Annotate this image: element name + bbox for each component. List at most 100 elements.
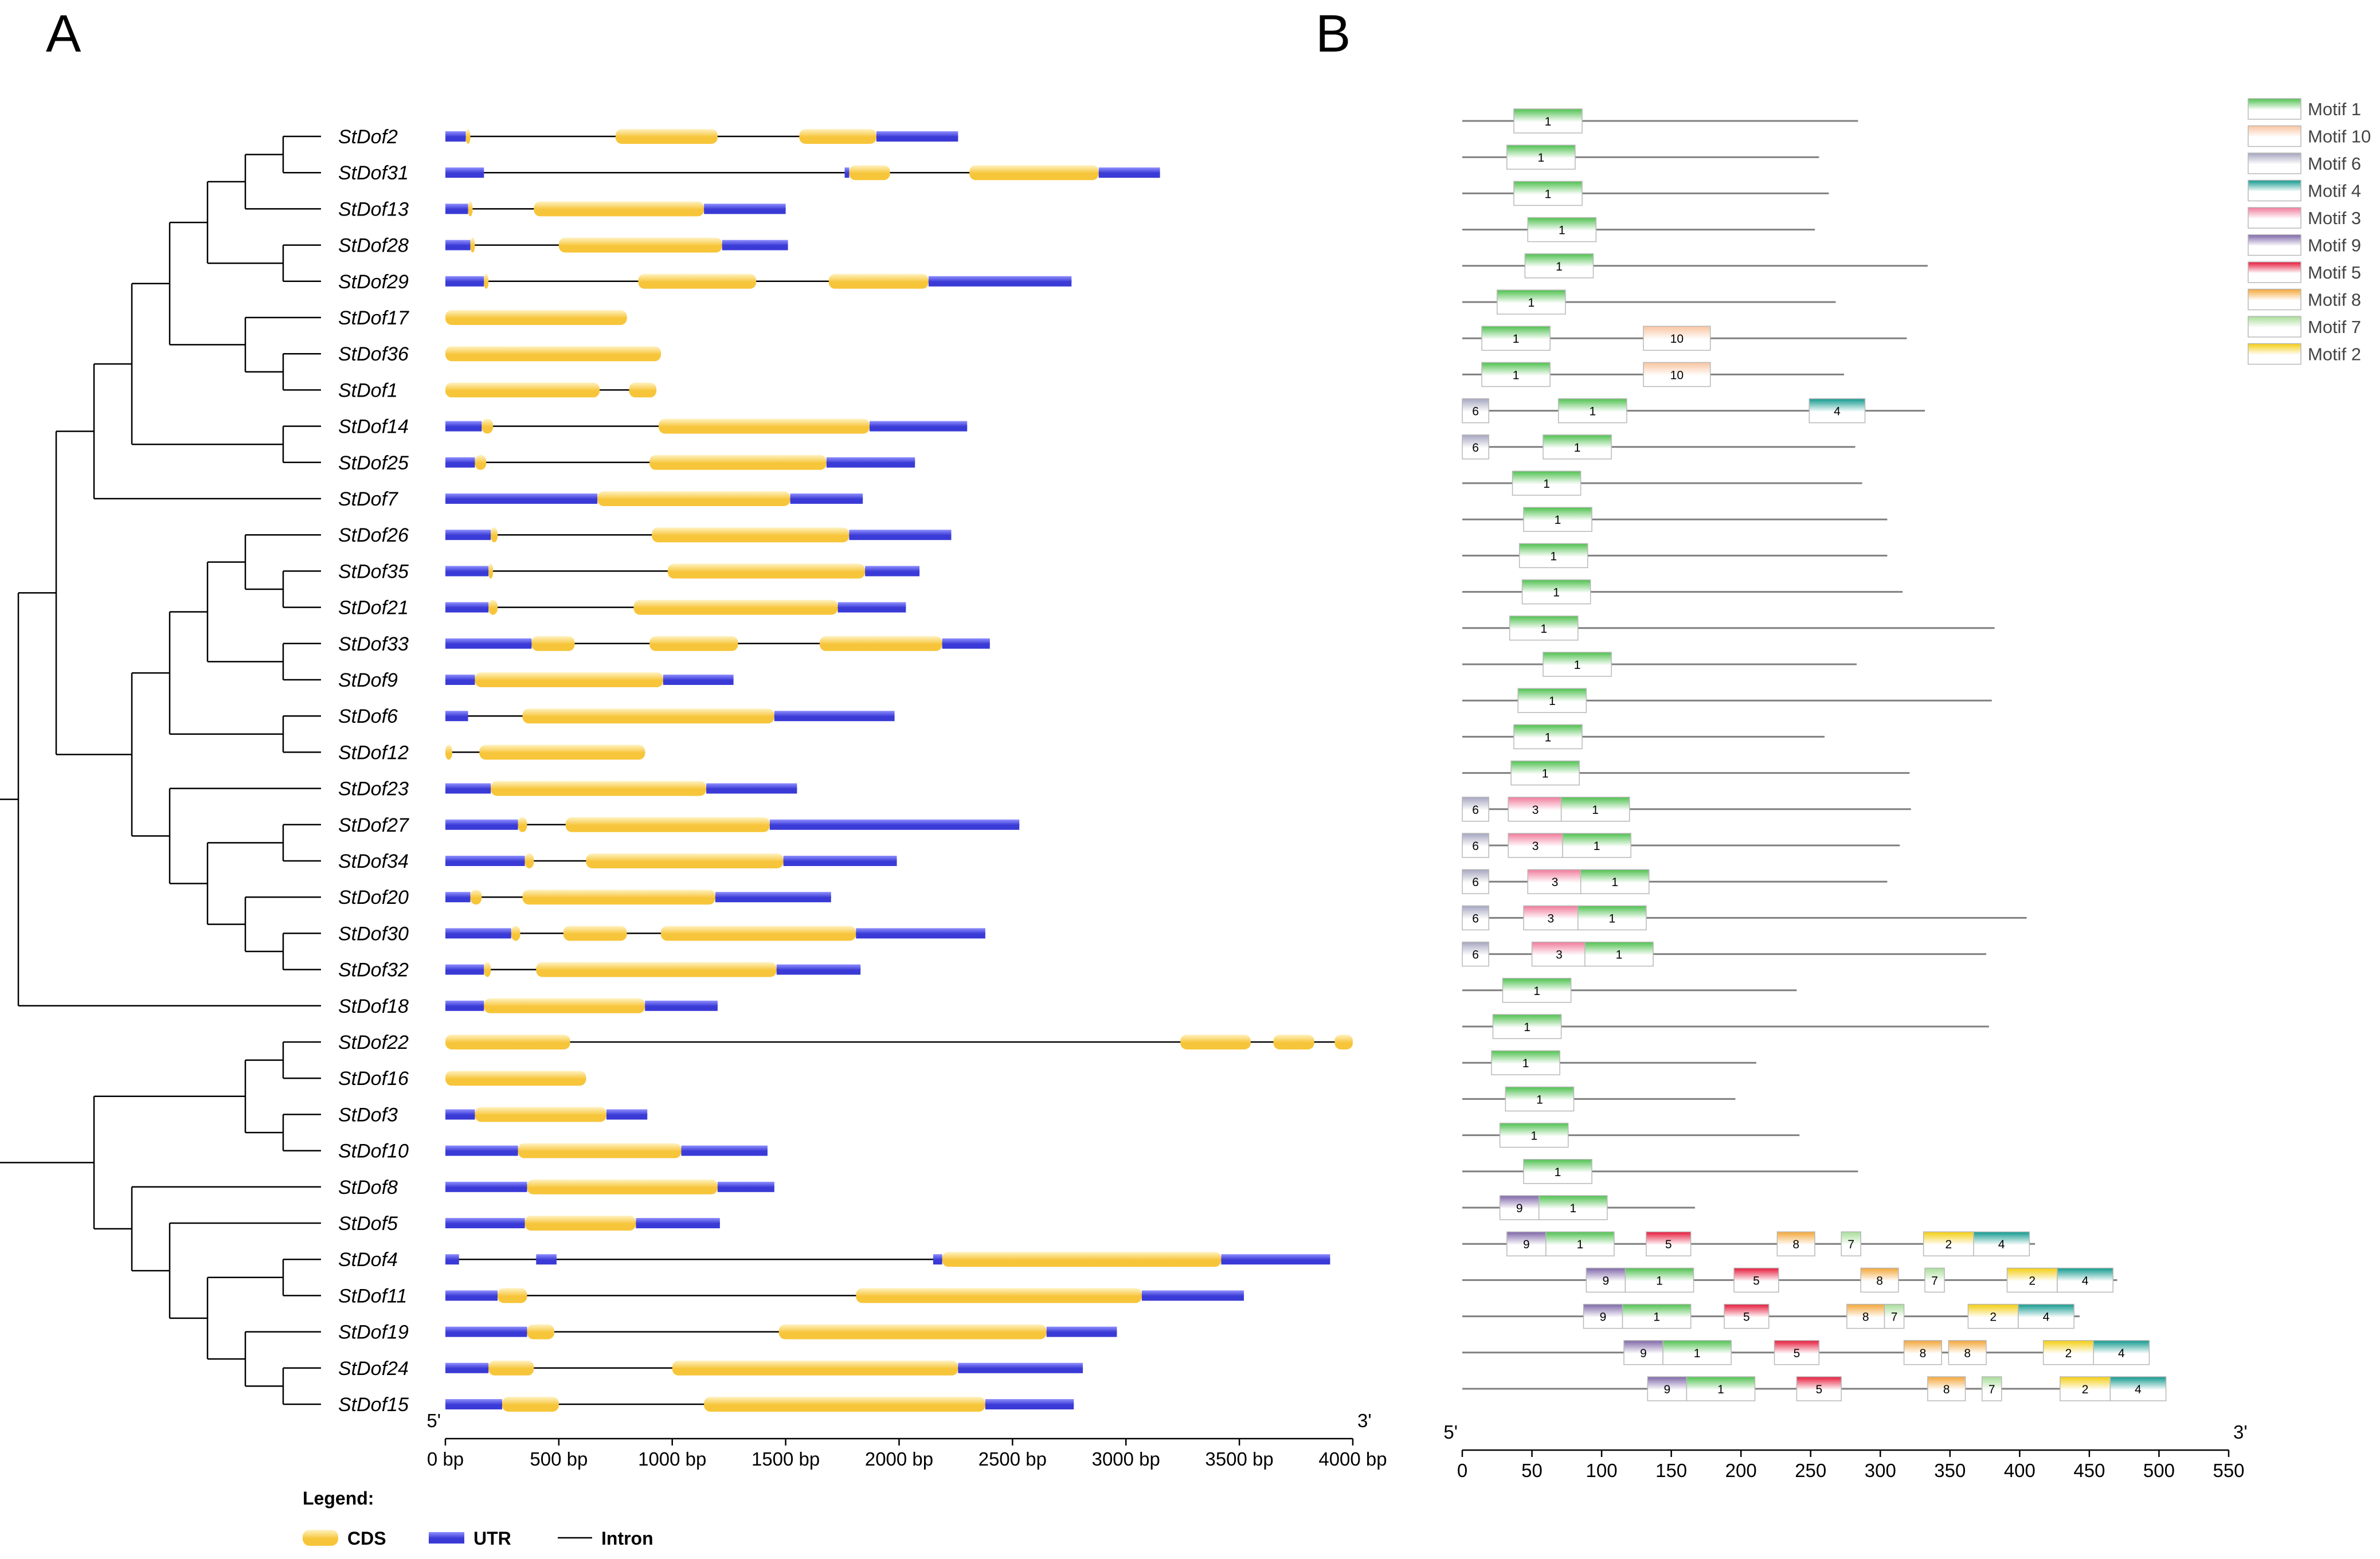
gene-model bbox=[445, 1035, 1353, 1049]
motif-5-box: 5 bbox=[1724, 1303, 1770, 1329]
motif-row: 1 bbox=[1462, 688, 1992, 713]
utr-region bbox=[445, 1181, 527, 1192]
motif-legend-label: Motif 7 bbox=[2308, 317, 2361, 337]
motif-block bbox=[1776, 1231, 1815, 1256]
motif-row: 1 bbox=[1462, 652, 1857, 677]
motif-number: 1 bbox=[1533, 985, 1540, 998]
gene-label: StDof9 bbox=[338, 669, 398, 691]
motif-block bbox=[1513, 108, 1583, 134]
utr-region bbox=[717, 1181, 774, 1192]
motif-1-box: 1 bbox=[1497, 289, 1566, 315]
motif-1-box: 1 bbox=[1481, 326, 1551, 351]
gene-label: StDof12 bbox=[338, 742, 409, 763]
motif-block bbox=[1524, 253, 1594, 279]
motif-row: 9 1 5 8 7 2 4 bbox=[1462, 1231, 2035, 1256]
motif-block bbox=[1527, 217, 1597, 242]
utr-region bbox=[865, 566, 920, 577]
utr-region bbox=[985, 1399, 1074, 1409]
motif-legend-label: Motif 10 bbox=[2308, 127, 2371, 147]
motif-block bbox=[1903, 1340, 1942, 1365]
motif-number: 9 bbox=[1516, 1202, 1523, 1215]
motif-1-box: 1 bbox=[1491, 1050, 1560, 1075]
motif-number: 8 bbox=[1943, 1383, 1950, 1396]
axis-tick-label: 350 bbox=[1934, 1460, 1966, 1481]
motif-1-box: 1 bbox=[1513, 108, 1583, 134]
motif-block bbox=[2018, 1303, 2074, 1329]
motif-block bbox=[1643, 326, 1711, 351]
motif-number: 1 bbox=[1577, 1238, 1584, 1251]
motif-block bbox=[1774, 1340, 1820, 1365]
motif-number: 5 bbox=[1665, 1238, 1672, 1251]
cds-exon bbox=[475, 672, 663, 687]
motif-2-box: 2 bbox=[2042, 1340, 2094, 1365]
motif-block bbox=[1584, 941, 1654, 967]
motif-row: 9 1 5 8 8 2 4 bbox=[1462, 1340, 2150, 1365]
cds-exon bbox=[652, 527, 850, 543]
three-prime-label: 3' bbox=[1357, 1410, 1372, 1431]
gene-label: StDof1 bbox=[338, 379, 398, 401]
motif-number: 5 bbox=[1753, 1274, 1760, 1287]
panel-label-a: A bbox=[46, 5, 81, 63]
motif-1-box: 1 bbox=[1481, 362, 1551, 387]
motif-4-box: 4 bbox=[1973, 1231, 2030, 1256]
cds-exon bbox=[849, 165, 890, 181]
motif-7-box: 7 bbox=[1981, 1376, 2002, 1401]
gene-label: StDof28 bbox=[338, 235, 409, 257]
motif-block bbox=[1643, 362, 1711, 387]
motif-block bbox=[1506, 144, 1576, 170]
motif-number: 1 bbox=[1522, 1057, 1529, 1070]
motif-row: 1 10 bbox=[1462, 326, 1907, 351]
bp-axis: 0 bp 500 bp 1000 bp 1500 bp 2000 bp 2500 bp 30… bbox=[426, 1410, 1387, 1470]
gene-model bbox=[445, 1360, 1083, 1376]
cds-exon bbox=[445, 310, 627, 325]
motif-block bbox=[1538, 1195, 1608, 1220]
gene-model bbox=[445, 382, 657, 398]
cds-exon bbox=[488, 563, 494, 579]
motif-3-box: 3 bbox=[1531, 941, 1587, 967]
motif-number: 7 bbox=[1847, 1238, 1854, 1251]
motif-row: 1 10 bbox=[1462, 362, 1845, 387]
cds-exon bbox=[969, 165, 1099, 181]
gene-model bbox=[445, 1143, 768, 1158]
utr-region bbox=[445, 892, 471, 903]
utr-region bbox=[445, 928, 511, 939]
motif-number: 6 bbox=[1472, 804, 1479, 817]
cds-exon bbox=[942, 1252, 1222, 1267]
motif-block bbox=[1560, 797, 1630, 822]
cds-exon bbox=[445, 1071, 586, 1086]
utr-region bbox=[1098, 167, 1160, 178]
gene-structure-panel bbox=[445, 129, 1353, 1412]
motif-block bbox=[1580, 869, 1650, 894]
cds-exon bbox=[586, 853, 784, 868]
motif-block bbox=[1948, 1340, 1987, 1365]
motif-1-box: 1 bbox=[1524, 253, 1594, 279]
gene-model bbox=[445, 853, 897, 868]
motif-legend-swatch bbox=[2248, 98, 2301, 120]
axis-tick-label: 4000 bp bbox=[1318, 1448, 1387, 1470]
five-prime-label: 5' bbox=[1443, 1421, 1458, 1443]
motif-number: 1 bbox=[1545, 187, 1552, 201]
utr-region bbox=[445, 819, 518, 830]
axis-tick-label: 500 bp bbox=[530, 1448, 588, 1470]
axis-tick-label: 100 bbox=[1586, 1460, 1618, 1481]
cds-exon bbox=[649, 455, 827, 470]
cds-exon bbox=[502, 1397, 559, 1412]
cds-exon bbox=[565, 817, 770, 832]
gene-label: StDof14 bbox=[338, 416, 409, 438]
motif-block bbox=[1513, 724, 1583, 750]
motif-1-box: 1 bbox=[1523, 1159, 1592, 1184]
cds-exon bbox=[672, 1360, 958, 1376]
utr-region bbox=[445, 1326, 527, 1337]
motif-6-box: 6 bbox=[1462, 797, 1489, 822]
gene-label: StDof13 bbox=[338, 198, 409, 220]
motif-legend-label: Motif 4 bbox=[2308, 181, 2361, 201]
cds-exon bbox=[615, 129, 718, 144]
cds-exon bbox=[649, 636, 738, 651]
cds-exon bbox=[498, 1288, 527, 1303]
motif-row: 1 bbox=[1462, 616, 1995, 641]
motif-row: 9 1 5 8 7 2 4 bbox=[1462, 1267, 2117, 1293]
motif-number: 6 bbox=[1472, 876, 1479, 889]
axis-tick-label: 2500 bp bbox=[978, 1448, 1047, 1470]
